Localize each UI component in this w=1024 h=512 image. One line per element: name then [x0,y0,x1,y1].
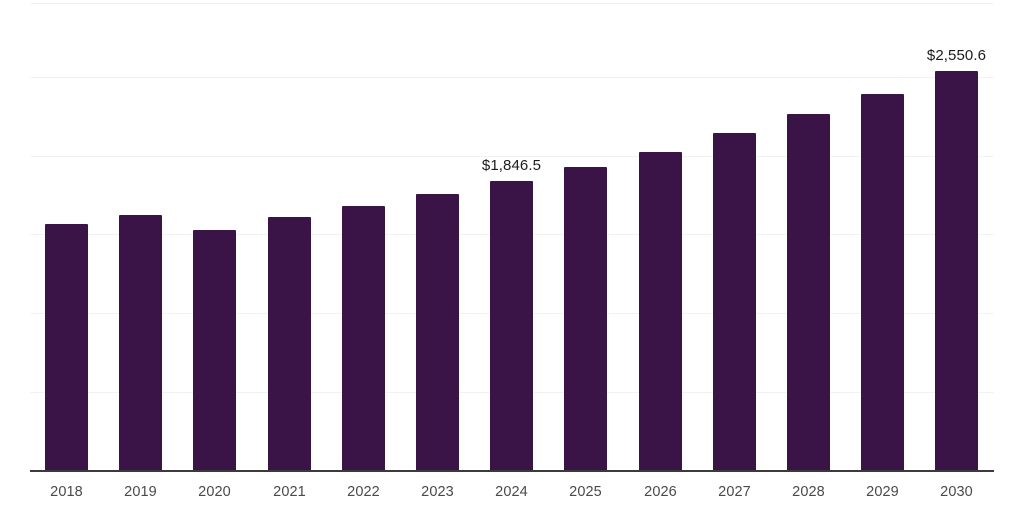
x-tick-2025: 2025 [569,484,602,500]
x-tick-2022: 2022 [347,484,380,500]
x-tick-2029: 2029 [866,484,899,500]
bar-2029[interactable] [861,94,904,470]
x-tick-2027: 2027 [718,484,751,500]
x-tick-2023: 2023 [421,484,454,500]
bar-2027[interactable] [713,133,756,470]
bar-2019[interactable] [119,215,162,470]
bar-value-label-2030: $2,550.6 [926,47,987,64]
x-tick-2020: 2020 [198,484,231,500]
gridline [30,77,994,78]
gridline [30,156,994,157]
bar-2024[interactable] [490,181,533,470]
x-tick-2030: 2030 [940,484,973,500]
x-tick-2021: 2021 [273,484,306,500]
bar-2018[interactable] [45,224,88,470]
bar-2021[interactable] [268,217,311,470]
x-tick-2019: 2019 [124,484,157,500]
x-tick-2024: 2024 [495,484,528,500]
x-tick-2026: 2026 [644,484,677,500]
bar-2030[interactable] [935,71,978,470]
x-tick-2018: 2018 [50,484,83,500]
bar-2028[interactable] [787,114,830,470]
bar-value-label-2024: $1,846.5 [481,157,542,174]
bar-2022[interactable] [342,206,385,470]
bar-2025[interactable] [564,167,607,470]
gridline [30,3,994,4]
bar-2026[interactable] [639,152,682,470]
bar-2023[interactable] [416,194,459,470]
x-tick-2028: 2028 [792,484,825,500]
bar-2020[interactable] [193,230,236,470]
x-axis-line [30,470,994,472]
